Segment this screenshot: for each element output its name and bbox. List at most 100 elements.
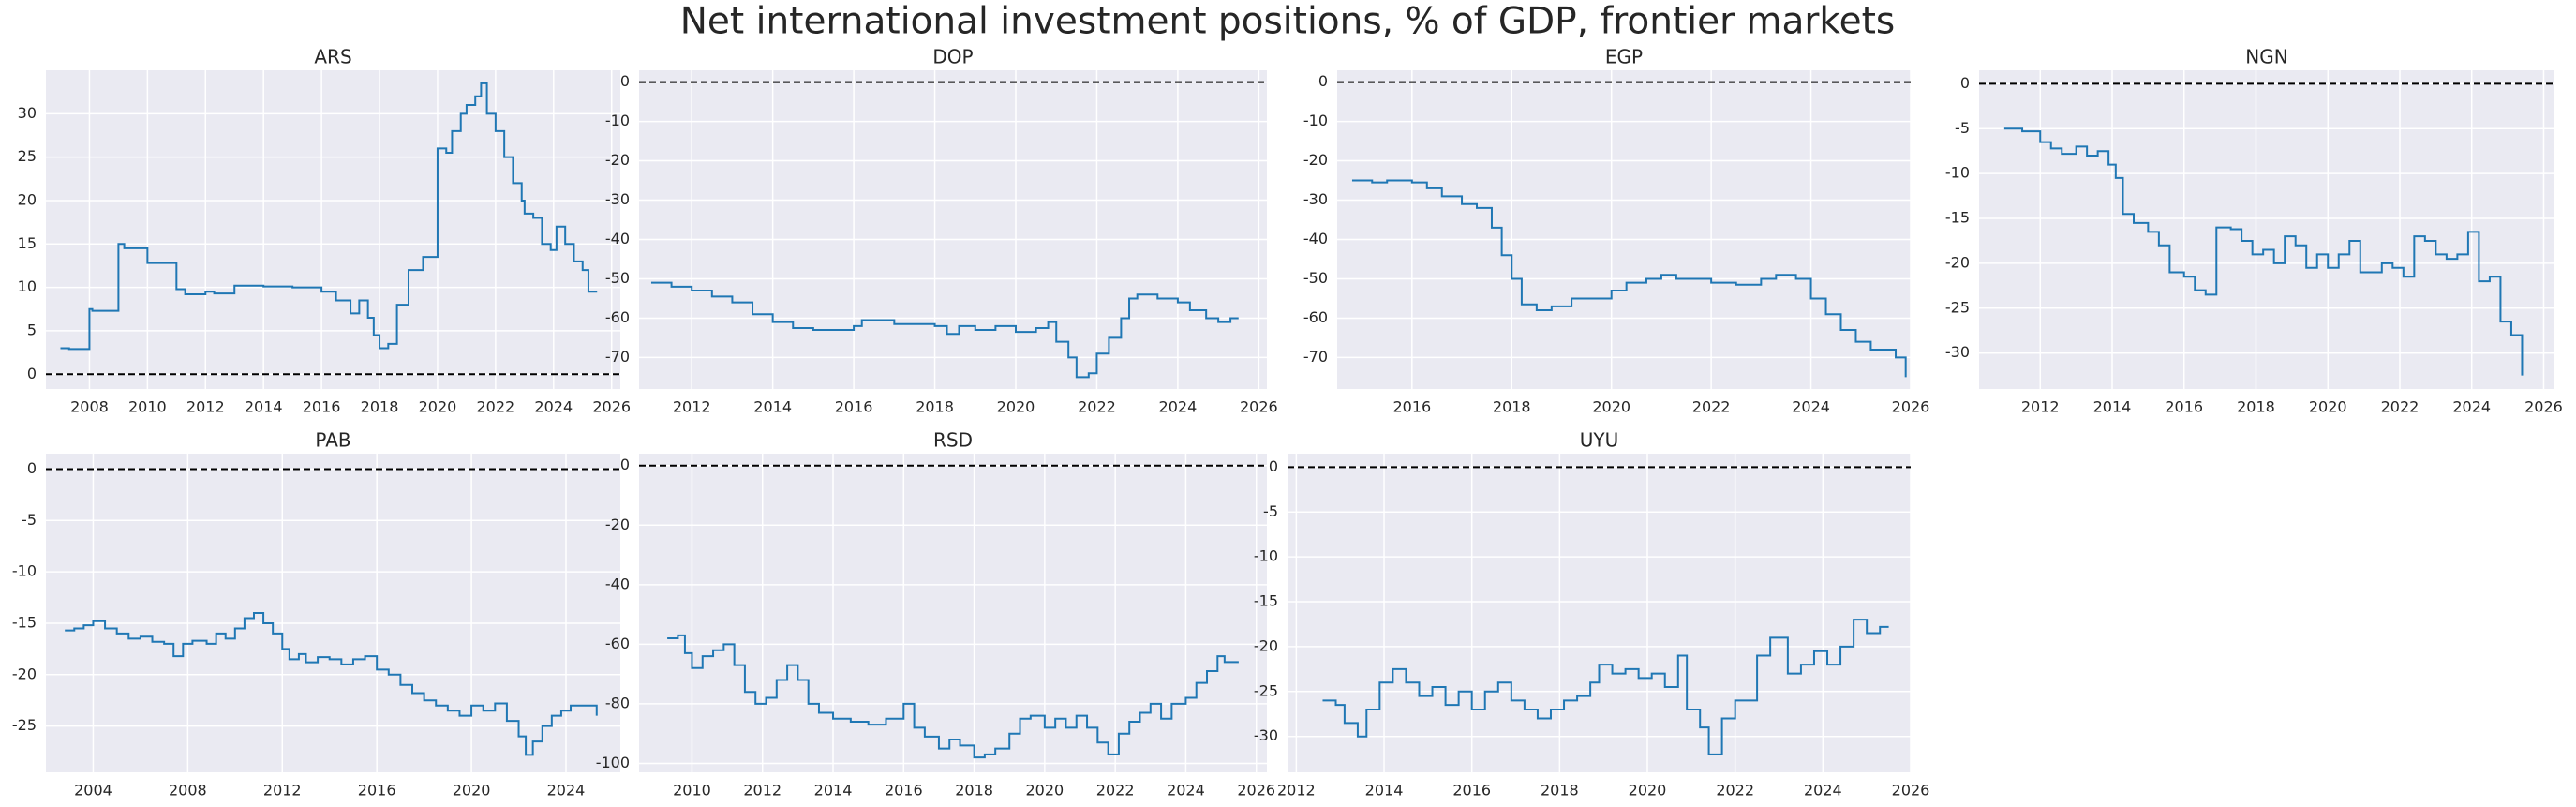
x-tick-label: 2014 xyxy=(245,398,283,416)
panel-title: ARS xyxy=(314,46,351,68)
x-tick-label: 2018 xyxy=(1541,782,1579,800)
panel-title: NGN xyxy=(2245,46,2287,68)
panel-title: PAB xyxy=(315,429,350,452)
x-tick-label: 2024 xyxy=(2452,398,2491,416)
x-tick-label: 2012 xyxy=(263,782,302,800)
panel: -70 -60 -50 -40 -30 -20 -10 0 2012 2014 2016 2018 20… xyxy=(605,46,1278,416)
x-tick-label: 2018 xyxy=(2237,398,2275,416)
y-tick-label: -60 xyxy=(605,635,630,652)
x-tick-label: 2026 xyxy=(1892,398,1930,416)
y-tick-label: 0 xyxy=(1269,457,1278,475)
x-tick-label: 2020 xyxy=(997,398,1035,416)
x-tick-label: 2024 xyxy=(1792,398,1830,416)
y-tick-label: -60 xyxy=(605,308,630,326)
x-tick-label: 2026 xyxy=(592,398,631,416)
y-tick-label: 0 xyxy=(27,365,37,382)
x-tick-label: 2014 xyxy=(2093,398,2132,416)
panel-title: EGP xyxy=(1605,46,1643,68)
y-tick-label: -20 xyxy=(12,665,37,682)
y-tick-label: -15 xyxy=(1945,209,1970,227)
y-tick-label: -70 xyxy=(605,348,630,366)
x-tick-label: 2008 xyxy=(169,782,207,800)
series-line xyxy=(60,82,598,351)
y-tick-label: -30 xyxy=(1254,726,1278,744)
series-line xyxy=(65,612,598,756)
x-tick-label: 2022 xyxy=(1716,782,1754,800)
x-tick-label: 2004 xyxy=(74,782,112,800)
y-tick-label: 25 xyxy=(18,147,37,165)
x-tick-label: 2024 xyxy=(1804,782,1842,800)
y-tick-label: 0 xyxy=(1960,74,1970,92)
y-tick-label: -10 xyxy=(1254,547,1278,565)
y-tick-label: 15 xyxy=(18,234,37,252)
x-tick-label: 2016 xyxy=(835,398,873,416)
x-tick-label: 2020 xyxy=(1629,782,1667,800)
y-tick-label: 0 xyxy=(27,459,37,477)
x-tick-label: 2024 xyxy=(534,398,573,416)
plot-background xyxy=(639,70,1267,389)
panel: 0 5 10 15 20 25 30 2008 2010 2012 2014 2016 2018 2020… xyxy=(18,46,631,416)
x-tick-label: 2026 xyxy=(2524,398,2563,416)
panel: -30 -25 -20 -15 -10 -5 0 2012 2014 2016 2018 2020 20… xyxy=(1254,429,1930,800)
series-line xyxy=(667,634,1239,759)
y-tick-label: -15 xyxy=(1254,592,1278,610)
panel: -70 -60 -50 -40 -30 -20 -10 0 2016 2018 2020 2022 20… xyxy=(1303,46,1930,416)
x-tick-label: 2016 xyxy=(885,782,923,800)
y-tick-label: -50 xyxy=(1303,269,1328,287)
y-tick-label: -5 xyxy=(1263,502,1278,520)
panel-title: UYU xyxy=(1580,429,1619,452)
plot-background xyxy=(639,454,1267,772)
x-tick-label: 2024 xyxy=(1159,398,1198,416)
y-tick-label: 30 xyxy=(18,104,37,122)
series-line xyxy=(650,281,1239,379)
panel-title: RSD xyxy=(933,429,973,452)
x-tick-label: 2010 xyxy=(673,782,711,800)
x-tick-label: 2012 xyxy=(1277,782,1316,800)
x-tick-label: 2020 xyxy=(419,398,457,416)
y-tick-label: -10 xyxy=(12,562,37,580)
x-tick-label: 2014 xyxy=(1365,782,1404,800)
x-tick-label: 2018 xyxy=(916,398,954,416)
panel-title: DOP xyxy=(932,46,973,68)
y-tick-label: 0 xyxy=(1318,72,1328,90)
x-tick-label: 2020 xyxy=(2309,398,2347,416)
y-tick-label: 10 xyxy=(18,277,37,295)
y-tick-label: -5 xyxy=(1955,119,1970,137)
y-tick-label: -30 xyxy=(1303,190,1328,208)
x-tick-label: 2012 xyxy=(186,398,225,416)
y-tick-label: -20 xyxy=(1945,253,1970,271)
x-tick-label: 2016 xyxy=(358,782,396,800)
x-tick-label: 2022 xyxy=(1692,398,1731,416)
series-line xyxy=(1322,619,1889,755)
x-tick-label: 2018 xyxy=(955,782,993,800)
panel: -25 -20 -15 -10 -5 0 2004 2008 2012 2016 2020 2024 P… xyxy=(12,429,620,800)
series-line xyxy=(2003,127,2524,376)
y-tick-label: -25 xyxy=(12,716,37,734)
x-tick-label: 2012 xyxy=(2021,398,2060,416)
y-tick-label: -30 xyxy=(605,190,630,208)
x-tick-label: 2020 xyxy=(453,782,491,800)
x-tick-label: 2026 xyxy=(1892,782,1930,800)
x-tick-label: 2016 xyxy=(303,398,341,416)
y-tick-label: -100 xyxy=(596,754,630,771)
y-tick-label: -20 xyxy=(605,516,630,533)
x-tick-label: 2026 xyxy=(1240,398,1278,416)
y-tick-label: 5 xyxy=(27,321,37,338)
x-tick-label: 2016 xyxy=(1392,398,1431,416)
y-tick-label: -60 xyxy=(1303,308,1328,326)
x-tick-label: 2008 xyxy=(70,398,109,416)
plot-background xyxy=(46,454,620,772)
x-tick-label: 2022 xyxy=(477,398,515,416)
plot-background xyxy=(1337,70,1911,389)
y-tick-label: -10 xyxy=(1945,164,1970,182)
x-tick-label: 2014 xyxy=(814,782,853,800)
x-tick-label: 2018 xyxy=(1493,398,1531,416)
x-tick-label: 2022 xyxy=(1096,782,1135,800)
y-tick-label: -30 xyxy=(1945,343,1970,361)
x-tick-label: 2014 xyxy=(753,398,792,416)
y-tick-label: -15 xyxy=(12,613,37,631)
plot-background xyxy=(1288,454,1911,772)
y-tick-label: -70 xyxy=(1303,348,1328,366)
